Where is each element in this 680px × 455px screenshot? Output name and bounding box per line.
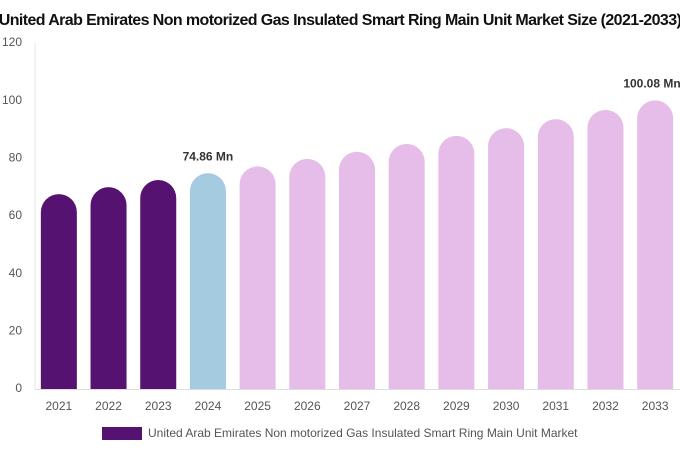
legend-label: United Arab Emirates Non motorized Gas I…: [148, 426, 578, 440]
bar: [438, 135, 475, 389]
bar: [239, 166, 276, 389]
bar: [388, 143, 425, 389]
bar: [488, 128, 525, 389]
y-tick-label: 120: [2, 35, 22, 49]
y-tick-label: 40: [9, 266, 23, 280]
value-label: 74.86 Mn: [183, 149, 234, 163]
value-label: 100.08 Mn: [623, 77, 680, 91]
x-tick-label: 2022: [95, 399, 122, 413]
y-tick-label: 100: [2, 93, 22, 107]
x-tick-label: 2033: [642, 399, 669, 413]
chart-title: United Arab Emirates Non motorized Gas I…: [0, 12, 680, 29]
y-tick-label: 80: [9, 151, 23, 165]
x-tick-label: 2029: [443, 399, 470, 413]
bar: [587, 109, 624, 389]
x-tick-label: 2027: [344, 399, 371, 413]
y-tick-label: 0: [15, 381, 22, 395]
bar: [339, 151, 375, 389]
x-tick-label: 2032: [592, 399, 619, 413]
x-tick-label: 2021: [45, 399, 72, 413]
bar: [537, 119, 574, 389]
bar: [289, 158, 326, 389]
y-tick-label: 60: [9, 208, 23, 222]
x-tick-label: 2025: [244, 399, 271, 413]
x-tick-label: 2031: [542, 399, 569, 413]
bar: [140, 179, 177, 389]
x-tick-label: 2028: [393, 399, 420, 413]
y-tick-label: 20: [9, 324, 23, 338]
x-tick-label: 2030: [493, 399, 520, 413]
bar: [90, 187, 127, 389]
x-tick-label: 2024: [195, 399, 222, 413]
bar: [40, 194, 77, 389]
x-tick-label: 2026: [294, 399, 321, 413]
bar: [637, 100, 674, 389]
x-tick-label: 2023: [145, 399, 172, 413]
legend-swatch: [102, 427, 142, 440]
bar: [189, 173, 226, 389]
